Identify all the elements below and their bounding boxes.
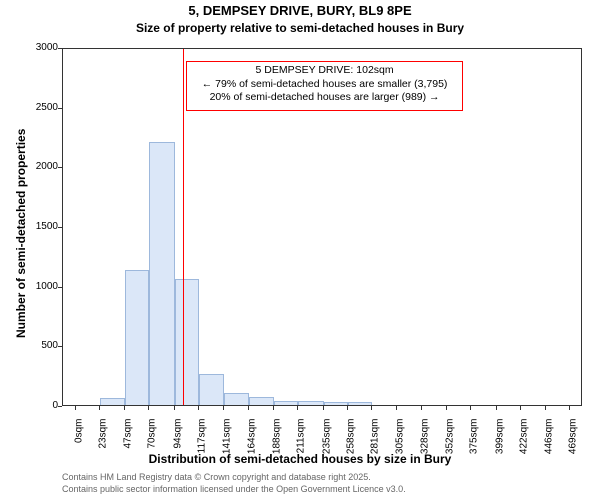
plot-area: 5 DEMPSEY DRIVE: 102sqm← 79% of semi-det… — [62, 48, 582, 406]
x-tick-mark — [75, 406, 76, 410]
y-tick-mark — [58, 227, 62, 228]
annotation-line-2: ← 79% of semi-detached houses are smalle… — [193, 78, 455, 92]
x-tick-mark — [446, 406, 447, 410]
y-axis-label: Number of semi-detached properties — [14, 129, 28, 338]
x-tick-mark — [470, 406, 471, 410]
x-tick-mark — [174, 406, 175, 410]
page-title: 5, DEMPSEY DRIVE, BURY, BL9 8PE — [0, 3, 600, 18]
page-subtitle: Size of property relative to semi-detach… — [0, 21, 600, 35]
y-tick-mark — [58, 287, 62, 288]
y-tick-label: 2000 — [8, 161, 58, 172]
y-tick-label: 2500 — [8, 102, 58, 113]
y-tick-label: 3000 — [8, 42, 58, 53]
histogram-bar — [125, 270, 149, 405]
footer-line-2: Contains public sector information licen… — [62, 484, 406, 494]
x-tick-mark — [347, 406, 348, 410]
x-tick-mark — [545, 406, 546, 410]
x-tick-mark — [396, 406, 397, 410]
histogram-bar — [274, 401, 298, 405]
x-axis-label: Distribution of semi-detached houses by … — [0, 452, 600, 466]
y-tick-mark — [58, 48, 62, 49]
y-tick-mark — [58, 167, 62, 168]
footer-line-1: Contains HM Land Registry data © Crown c… — [62, 472, 371, 482]
x-tick-mark — [520, 406, 521, 410]
histogram-bar — [249, 397, 274, 405]
histogram-bar — [224, 393, 248, 405]
x-tick-mark — [198, 406, 199, 410]
chart-root: 5, DEMPSEY DRIVE, BURY, BL9 8PE Size of … — [0, 0, 600, 500]
histogram-bar — [199, 374, 224, 405]
y-tick-mark — [58, 406, 62, 407]
x-tick-mark — [323, 406, 324, 410]
x-tick-mark — [371, 406, 372, 410]
histogram-bar — [100, 398, 125, 405]
x-tick-mark — [99, 406, 100, 410]
y-tick-mark — [58, 346, 62, 347]
x-tick-mark — [223, 406, 224, 410]
y-tick-label: 0 — [8, 400, 58, 411]
histogram-bar — [175, 279, 199, 405]
y-tick-label: 1000 — [8, 281, 58, 292]
x-tick-mark — [297, 406, 298, 410]
y-tick-label: 500 — [8, 340, 58, 351]
annotation-line-3: 20% of semi-detached houses are larger (… — [193, 91, 455, 105]
x-tick-mark — [421, 406, 422, 410]
x-tick-mark — [496, 406, 497, 410]
x-tick-mark — [248, 406, 249, 410]
histogram-bar — [298, 401, 323, 405]
x-tick-mark — [273, 406, 274, 410]
histogram-bar — [348, 402, 372, 405]
histogram-bar — [149, 142, 174, 405]
x-tick-mark — [148, 406, 149, 410]
histogram-bar — [324, 402, 348, 405]
x-tick-mark — [569, 406, 570, 410]
annotation-box: 5 DEMPSEY DRIVE: 102sqm← 79% of semi-det… — [186, 61, 462, 111]
y-tick-label: 1500 — [8, 221, 58, 232]
y-tick-mark — [58, 108, 62, 109]
reference-line — [183, 49, 184, 405]
annotation-line-1: 5 DEMPSEY DRIVE: 102sqm — [193, 64, 455, 78]
x-tick-mark — [124, 406, 125, 410]
